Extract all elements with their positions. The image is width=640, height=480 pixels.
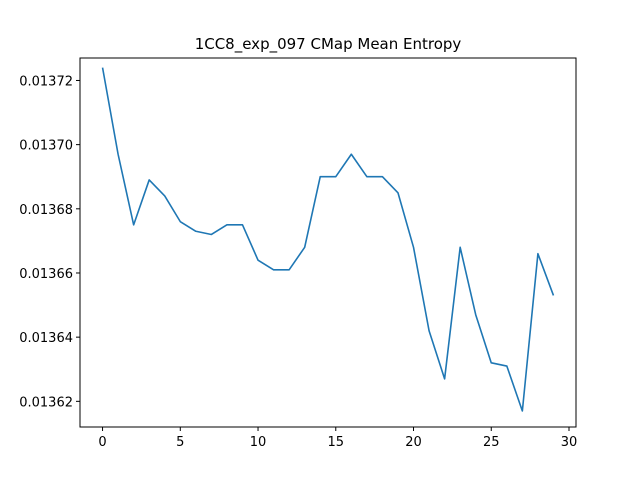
x-tick-label: 0 [98, 435, 106, 450]
plot-frame [79, 57, 577, 428]
chart-title: 1CC8_exp_097 CMap Mean Entropy [195, 35, 462, 54]
x-axis: 0 5 10 15 20 25 30 [98, 427, 577, 450]
y-tick-label: 0.01362 [19, 395, 73, 410]
series-line [101, 67, 555, 412]
y-tick-label: 0.01368 [19, 203, 73, 218]
series-layer [101, 67, 555, 412]
y-tick-label: 0.01372 [19, 74, 73, 89]
y-tick-label: 0.01370 [19, 139, 73, 154]
x-tick-label: 30 [561, 435, 578, 450]
y-axis: 0.01362 0.01364 0.01366 0.01368 0.01370 0.013… [19, 74, 80, 410]
y-tick-label: 0.01364 [19, 331, 73, 346]
x-tick-label: 25 [483, 435, 500, 450]
y-tick-label: 0.01366 [19, 267, 73, 282]
x-tick-label: 10 [250, 435, 267, 450]
x-tick-label: 5 [176, 435, 184, 450]
x-tick-label: 20 [405, 435, 422, 450]
x-tick-label: 15 [328, 435, 345, 450]
